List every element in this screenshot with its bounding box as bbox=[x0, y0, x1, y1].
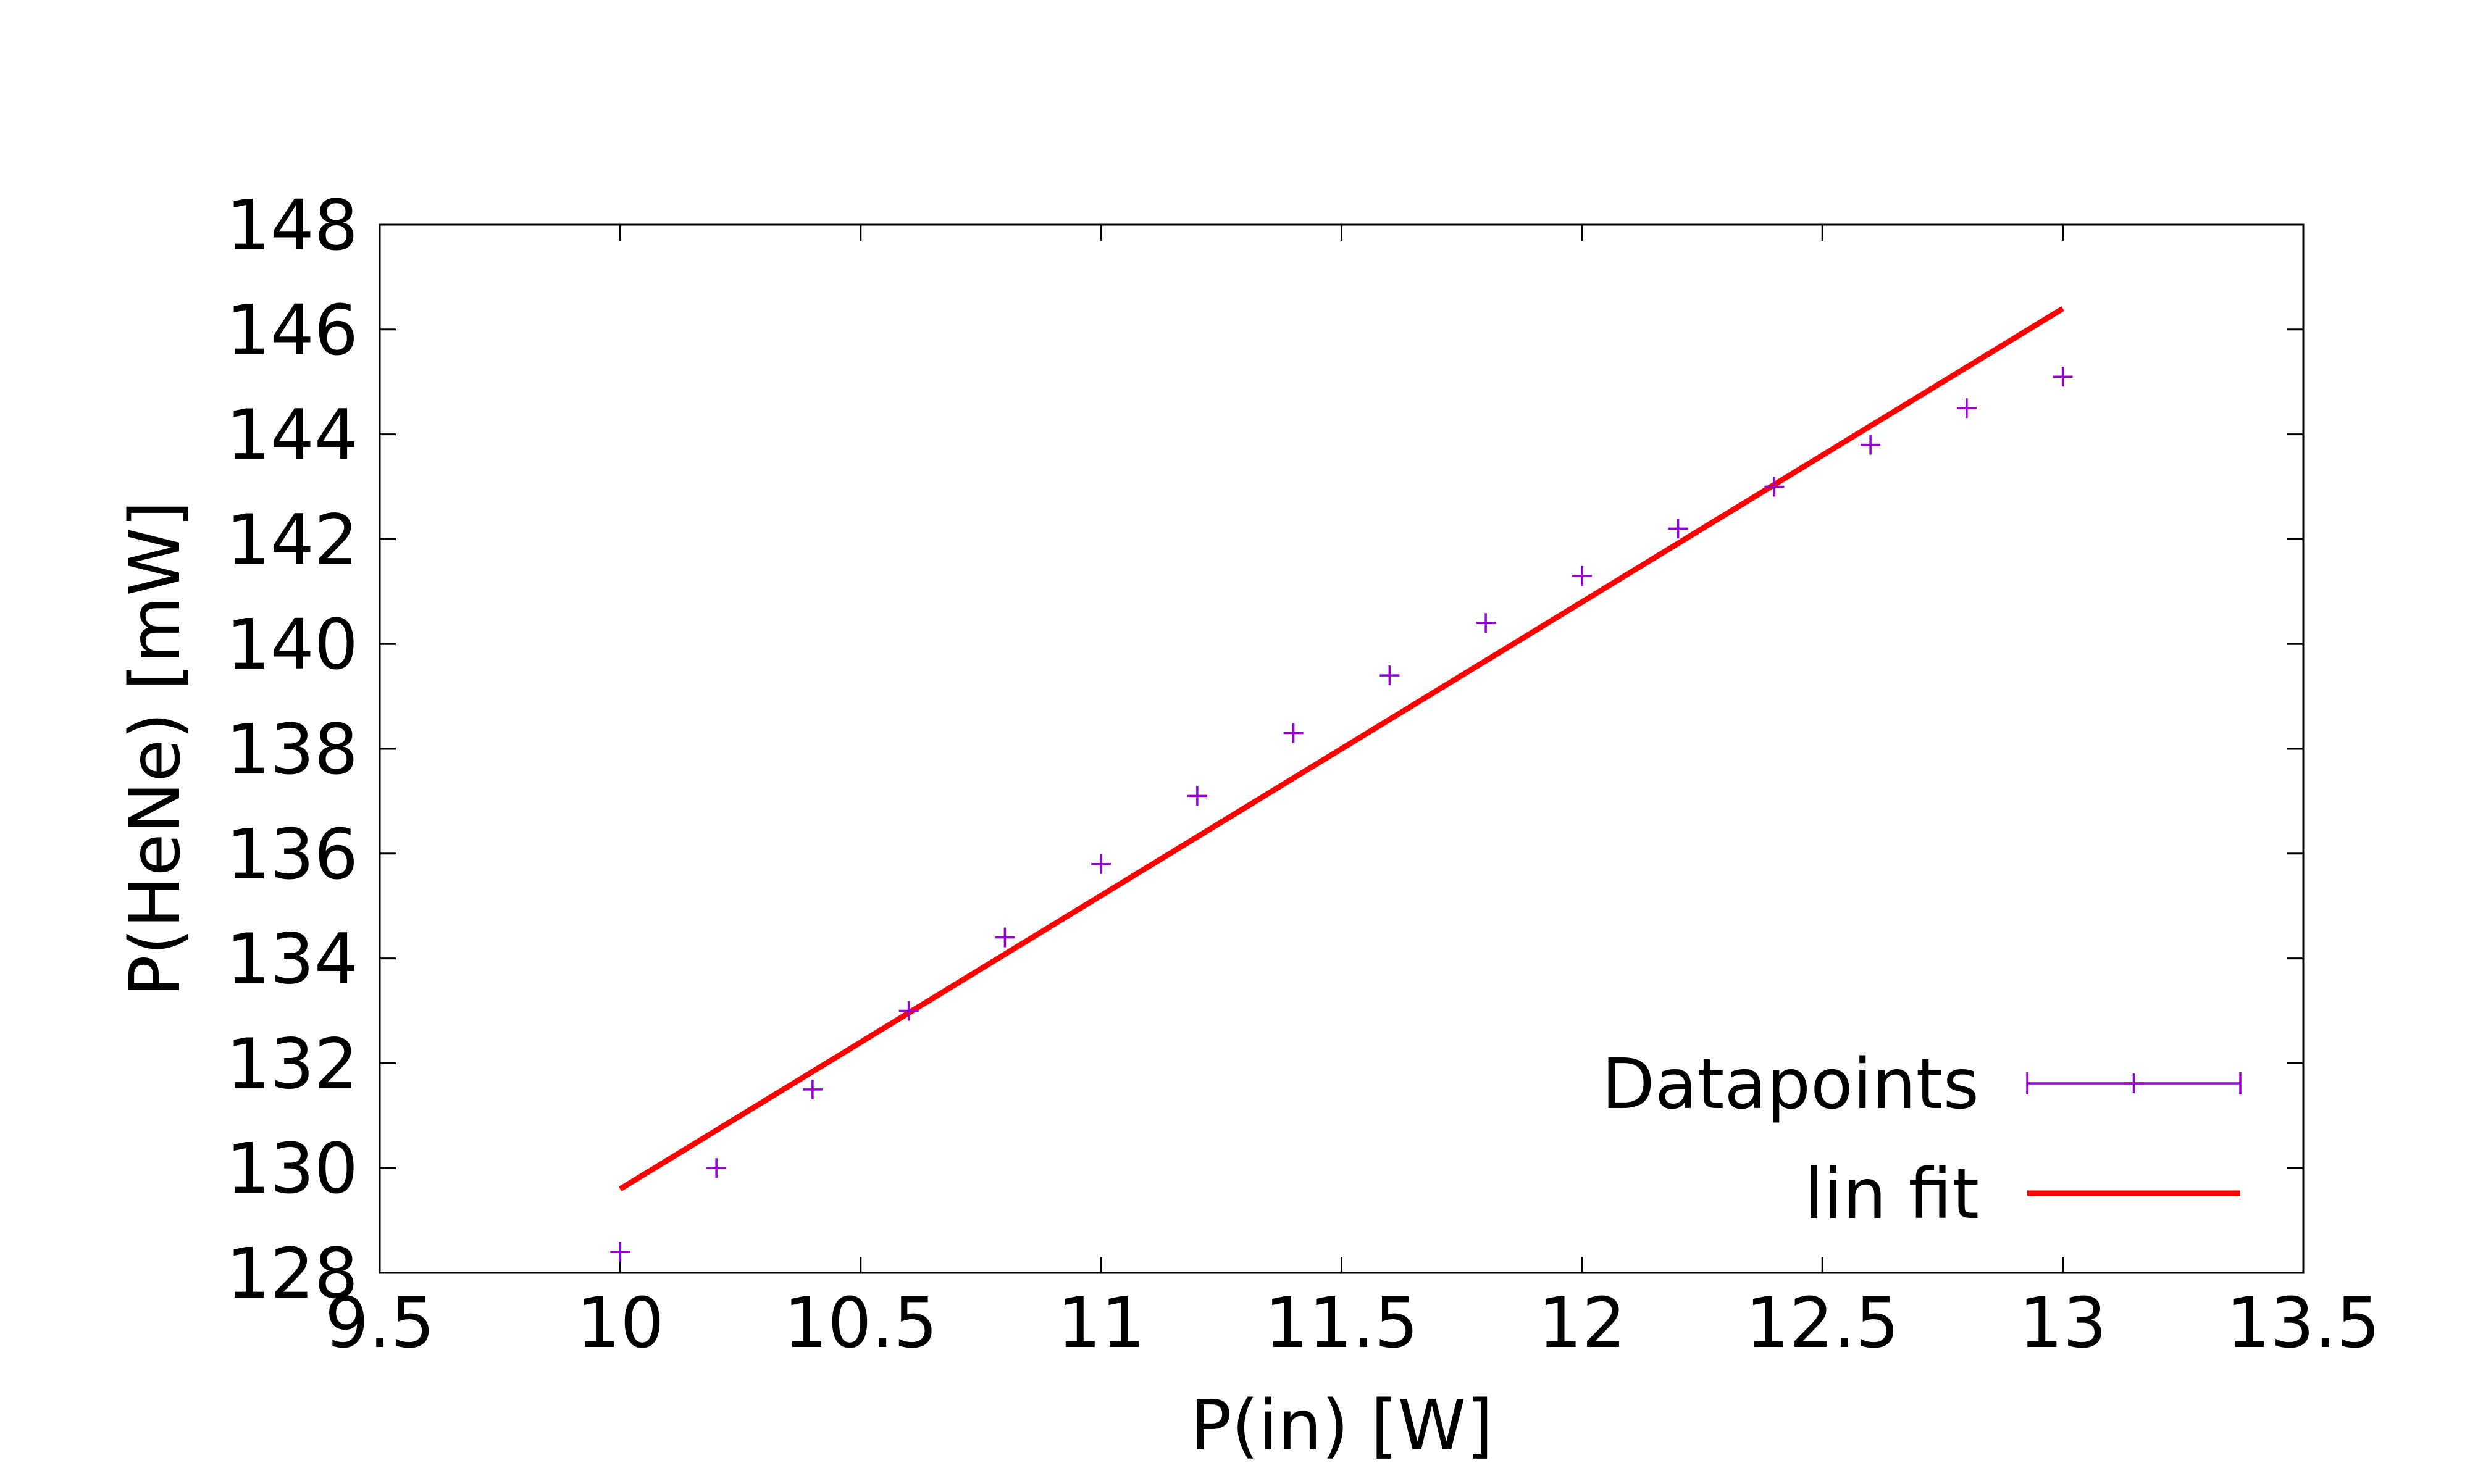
datapoint-marker bbox=[1476, 613, 1496, 633]
y-tick-label: 128 bbox=[226, 1234, 358, 1314]
y-tick-label: 142 bbox=[226, 500, 358, 580]
x-tick-label: 12 bbox=[1538, 1283, 1626, 1364]
tick-label-layer: 9.5 10 10.5 11 11.5 12 12.5 13 13.5 128 130 132 134 1… bbox=[226, 186, 2380, 1364]
fit-line bbox=[619, 306, 2064, 1192]
y-tick-label: 148 bbox=[226, 186, 358, 266]
legend-label-fit: lin fit bbox=[1804, 1154, 1979, 1235]
x-tick-label: 10 bbox=[576, 1283, 664, 1364]
datapoint-marker bbox=[1572, 565, 1592, 586]
y-tick-label: 138 bbox=[226, 710, 358, 790]
x-tick-label: 12.5 bbox=[1746, 1283, 1899, 1364]
y-tick-label: 132 bbox=[226, 1024, 358, 1104]
x-axis-label: P(in) [W] bbox=[1190, 1386, 1493, 1466]
datapoint-marker bbox=[1187, 786, 1207, 806]
x-tick-label: 9.5 bbox=[325, 1283, 435, 1364]
datapoint-marker bbox=[1091, 854, 1112, 874]
x-tick-label: 10.5 bbox=[784, 1283, 937, 1364]
datapoint-marker bbox=[610, 1242, 630, 1262]
x-tick-label: 13.5 bbox=[2226, 1283, 2380, 1364]
legend: Datapoints lin fit bbox=[1602, 1044, 2242, 1235]
datapoint-marker bbox=[1764, 477, 1785, 497]
data-layer bbox=[610, 306, 2073, 1262]
datapoint-marker bbox=[2053, 367, 2073, 387]
datapoint-marker bbox=[1668, 519, 1688, 539]
y-axis-label: P(HeNe) [mW] bbox=[115, 501, 196, 997]
y-tick-label: 134 bbox=[226, 920, 358, 1000]
y-tick-label: 136 bbox=[226, 815, 358, 895]
datapoint-marker bbox=[898, 1001, 919, 1021]
datapoint-marker bbox=[995, 927, 1015, 948]
x-tick-label: 11 bbox=[1057, 1283, 1145, 1364]
plot-frame bbox=[379, 223, 2305, 1274]
x-tick-label: 11.5 bbox=[1265, 1283, 1418, 1364]
datapoint-marker bbox=[1956, 398, 1977, 419]
y-tick-label: 140 bbox=[226, 605, 358, 685]
datapoint-marker bbox=[802, 1079, 823, 1099]
datapoint-marker bbox=[1861, 435, 1881, 455]
y-tick-label: 146 bbox=[226, 291, 358, 371]
legend-marker-datapoints bbox=[2124, 1073, 2144, 1093]
datapoint-marker bbox=[1379, 665, 1400, 686]
datapoint-marker bbox=[1283, 723, 1304, 743]
y-tick-label: 130 bbox=[226, 1129, 358, 1209]
x-tick-label: 13 bbox=[2019, 1283, 2107, 1364]
y-tick-label: 144 bbox=[226, 396, 358, 476]
legend-label-datapoints: Datapoints bbox=[1602, 1044, 1979, 1125]
datapoint-marker bbox=[706, 1158, 727, 1178]
